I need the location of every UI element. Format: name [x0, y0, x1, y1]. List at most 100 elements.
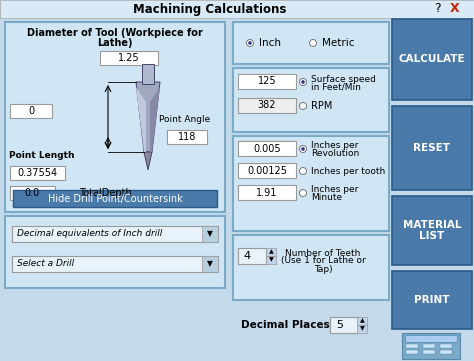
- Circle shape: [300, 168, 307, 174]
- Text: CALCULATE: CALCULATE: [399, 55, 465, 65]
- Bar: [357, 325, 367, 333]
- Bar: [330, 317, 358, 333]
- Text: Inch: Inch: [259, 38, 281, 48]
- Text: Surface speed: Surface speed: [311, 74, 376, 83]
- Text: Number of Teeth: Number of Teeth: [285, 248, 361, 257]
- Circle shape: [301, 80, 305, 84]
- Bar: [405, 335, 457, 342]
- Text: RESET: RESET: [413, 143, 450, 153]
- Text: ▲: ▲: [269, 249, 273, 255]
- Text: Point Length: Point Length: [9, 152, 75, 161]
- Bar: [238, 185, 296, 200]
- Text: 1.25: 1.25: [118, 53, 140, 63]
- Text: in Feet/Min: in Feet/Min: [311, 83, 361, 91]
- Circle shape: [300, 78, 307, 86]
- Polygon shape: [150, 87, 160, 152]
- Bar: [0, 0, 474, 18]
- Bar: [238, 163, 296, 178]
- Text: Tap): Tap): [314, 265, 332, 274]
- Bar: [233, 136, 389, 231]
- Text: 5: 5: [337, 320, 344, 330]
- Polygon shape: [144, 152, 152, 170]
- Text: PRINT: PRINT: [414, 295, 450, 305]
- Bar: [233, 22, 389, 64]
- Bar: [406, 350, 418, 354]
- Bar: [392, 271, 472, 329]
- Text: Point Angle: Point Angle: [159, 116, 210, 125]
- Bar: [423, 344, 435, 348]
- Text: 0.37554: 0.37554: [18, 168, 57, 178]
- Text: 0.005: 0.005: [253, 144, 281, 153]
- Bar: [357, 317, 367, 325]
- Bar: [238, 98, 296, 113]
- Text: Revolution: Revolution: [311, 148, 359, 157]
- Text: Inches per: Inches per: [311, 140, 358, 149]
- Text: 118: 118: [178, 132, 196, 142]
- Text: 0.00125: 0.00125: [247, 165, 287, 175]
- Circle shape: [300, 190, 307, 196]
- Bar: [392, 332, 472, 361]
- Bar: [12, 226, 218, 242]
- Bar: [202, 226, 218, 242]
- Text: 125: 125: [258, 77, 276, 87]
- Bar: [233, 68, 389, 132]
- Text: X: X: [450, 3, 460, 16]
- Bar: [392, 106, 472, 190]
- Circle shape: [300, 145, 307, 152]
- Bar: [10, 186, 55, 200]
- Bar: [100, 51, 158, 65]
- Bar: [5, 22, 225, 212]
- Bar: [392, 196, 472, 265]
- Bar: [392, 19, 472, 100]
- Text: Decimal equivalents of Inch drill: Decimal equivalents of Inch drill: [17, 230, 162, 239]
- Text: (Use 1 for Lathe or: (Use 1 for Lathe or: [281, 257, 365, 265]
- Bar: [233, 235, 389, 300]
- Circle shape: [300, 103, 307, 109]
- Polygon shape: [136, 82, 160, 152]
- Circle shape: [310, 39, 317, 47]
- Text: ▼: ▼: [207, 230, 213, 239]
- Bar: [406, 344, 418, 348]
- Text: Minute: Minute: [311, 193, 342, 203]
- Bar: [238, 248, 266, 264]
- Text: TotalDepth: TotalDepth: [79, 188, 131, 198]
- Text: ▲: ▲: [360, 318, 365, 323]
- Circle shape: [246, 39, 254, 47]
- Polygon shape: [136, 87, 146, 152]
- Bar: [167, 130, 207, 144]
- Text: 1.91: 1.91: [256, 187, 278, 197]
- Text: Inches per tooth: Inches per tooth: [311, 166, 385, 175]
- Bar: [0, 18, 392, 361]
- Bar: [238, 141, 296, 156]
- Text: 4: 4: [244, 251, 251, 261]
- Bar: [266, 248, 276, 256]
- Bar: [440, 350, 452, 354]
- Bar: [423, 350, 435, 354]
- Text: 0.0: 0.0: [25, 188, 40, 198]
- Text: ▼: ▼: [269, 257, 273, 262]
- Text: Inches per: Inches per: [311, 186, 358, 195]
- Text: 382: 382: [258, 100, 276, 110]
- Text: 0: 0: [28, 106, 34, 116]
- Text: Decimal Places: Decimal Places: [241, 320, 329, 330]
- Bar: [5, 216, 225, 288]
- Text: ?: ?: [434, 3, 440, 16]
- Bar: [10, 166, 65, 180]
- Bar: [266, 256, 276, 264]
- Bar: [402, 333, 460, 359]
- Bar: [142, 64, 154, 84]
- Text: Hide Drill Point/Countersink: Hide Drill Point/Countersink: [47, 194, 182, 204]
- Text: ▼: ▼: [360, 326, 365, 331]
- Text: Diameter of Tool (Workpiece for: Diameter of Tool (Workpiece for: [27, 28, 203, 38]
- Circle shape: [248, 41, 252, 45]
- Text: Select a Drill: Select a Drill: [17, 260, 74, 269]
- Text: Metric: Metric: [322, 38, 355, 48]
- Bar: [238, 74, 296, 89]
- Bar: [12, 256, 218, 272]
- Text: ▼: ▼: [207, 260, 213, 269]
- Bar: [202, 256, 218, 272]
- Bar: [13, 190, 217, 207]
- Text: Machining Calculations: Machining Calculations: [133, 3, 287, 16]
- Bar: [440, 344, 452, 348]
- Text: Lathe): Lathe): [97, 38, 133, 48]
